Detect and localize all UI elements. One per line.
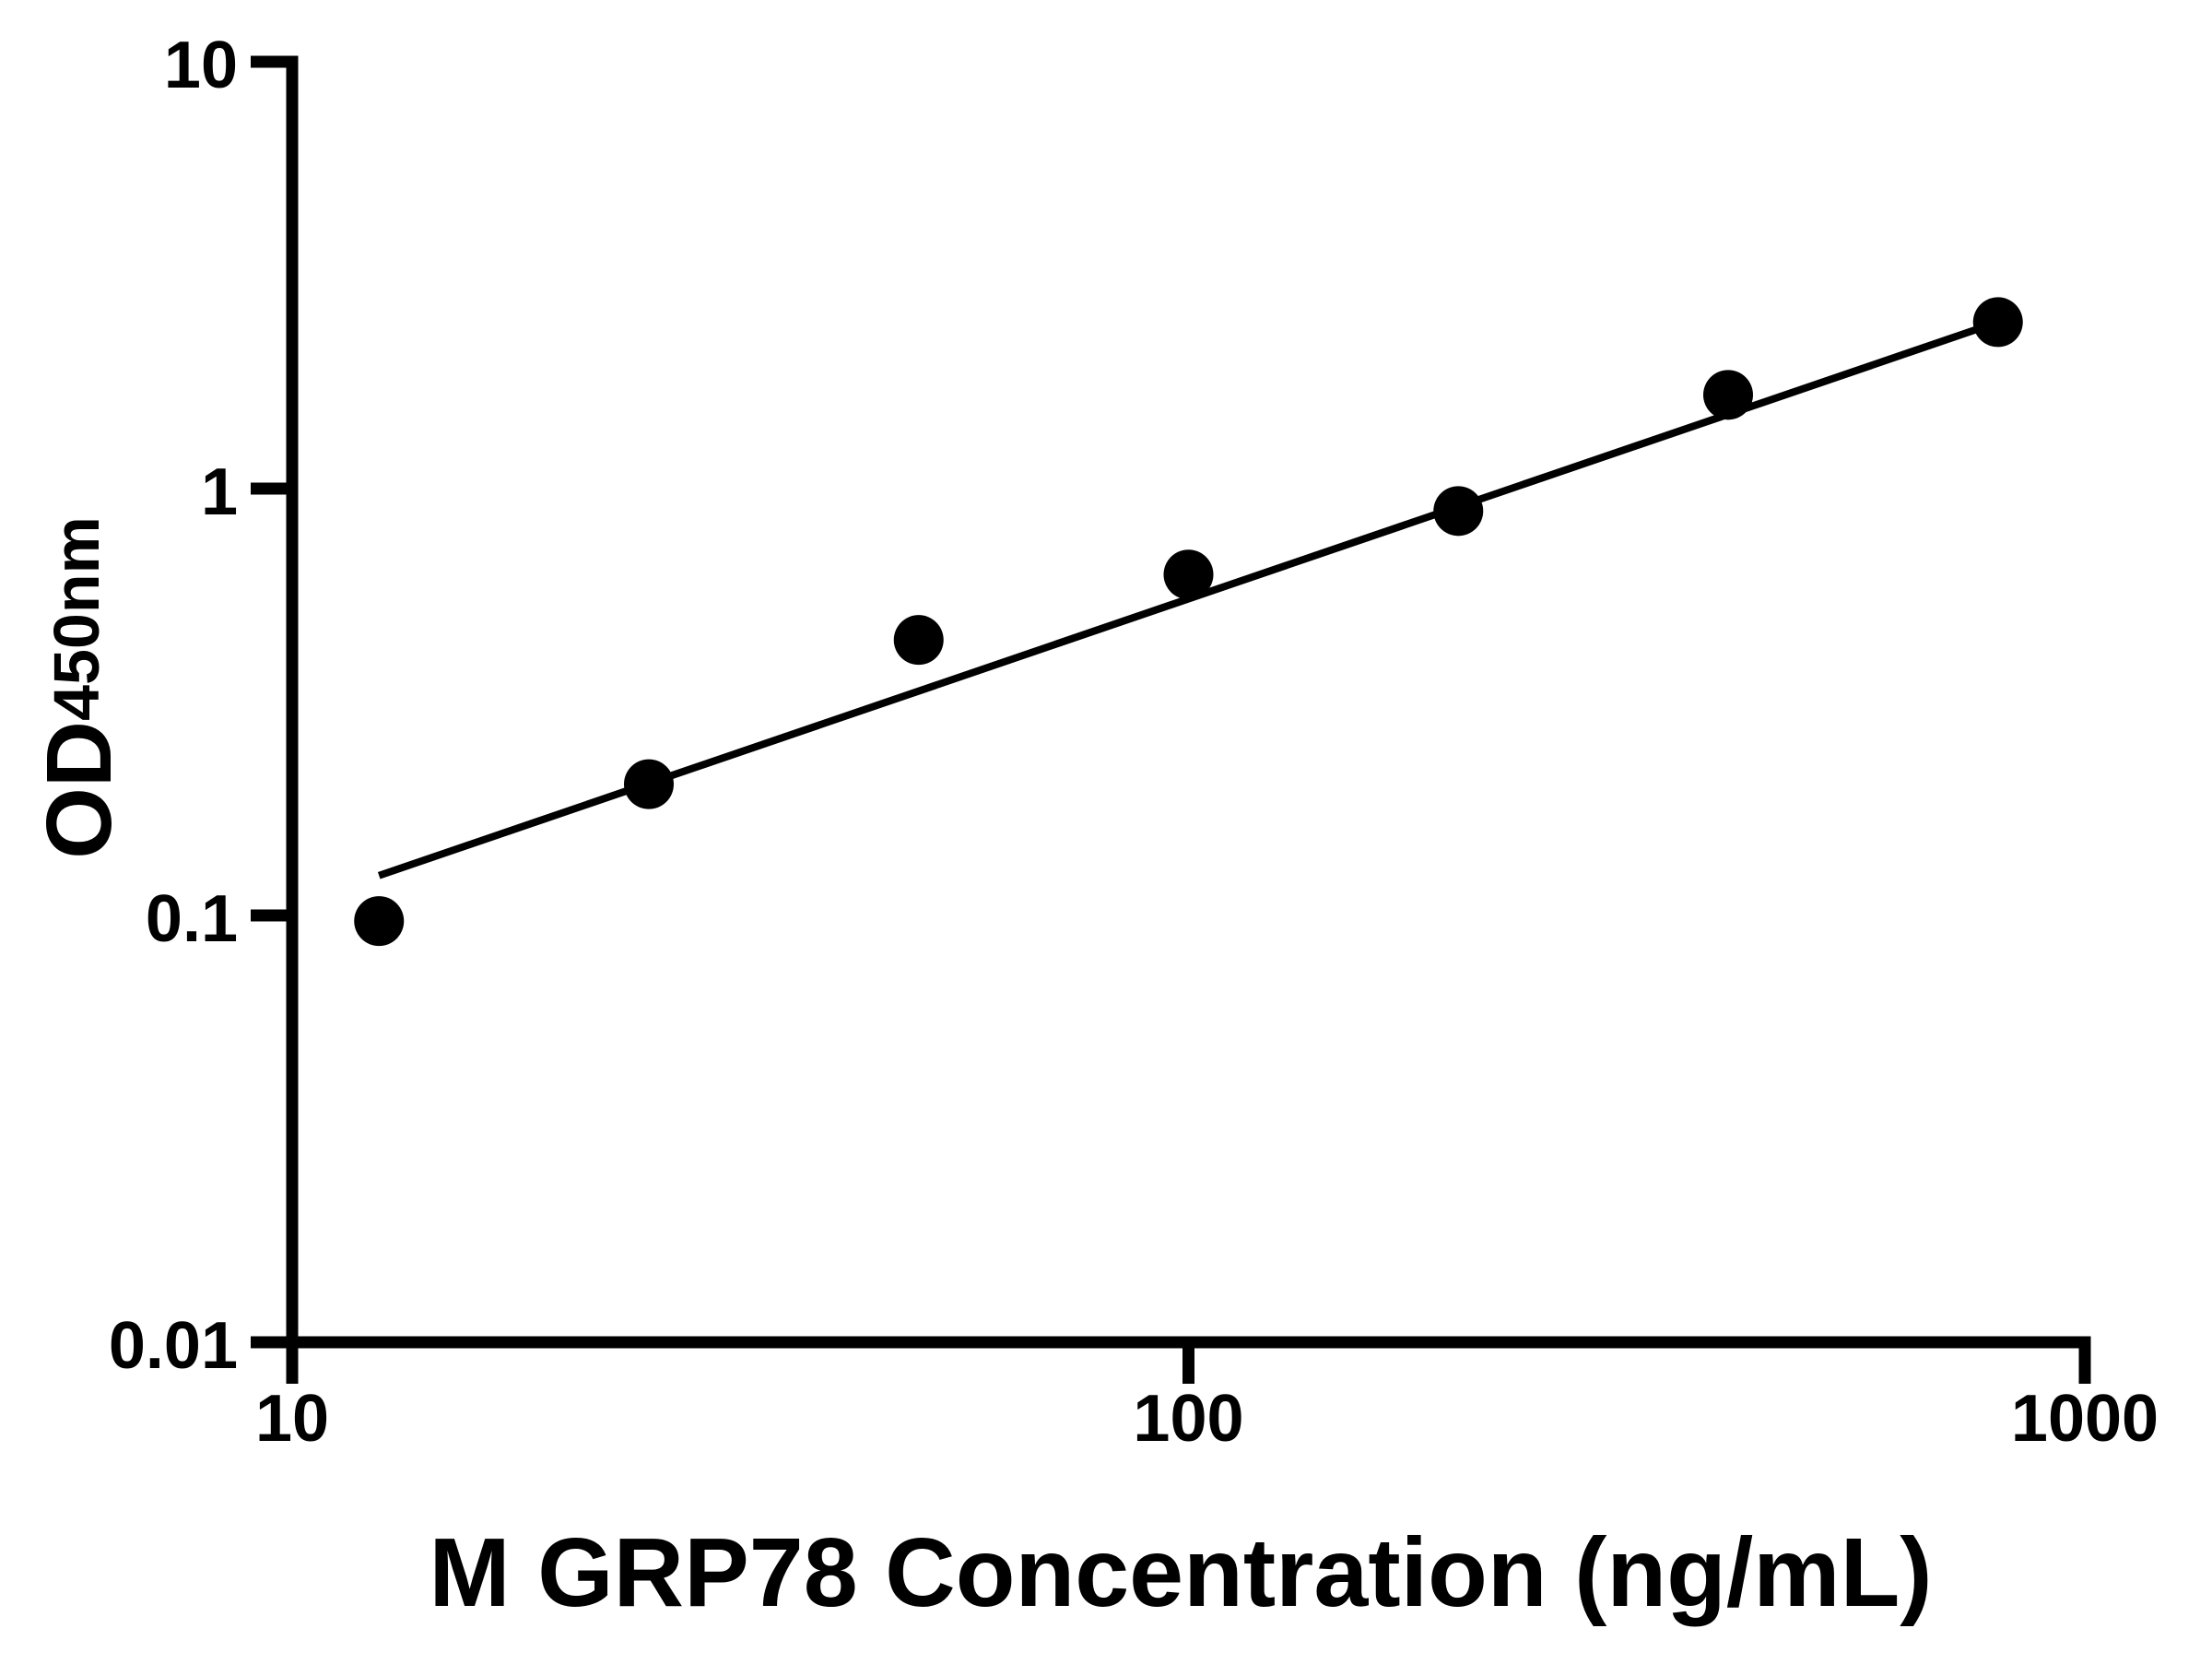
y-tick-label: 1 [201, 455, 238, 529]
data-point [354, 896, 405, 947]
x-tick-label: 1000 [2011, 1382, 2159, 1456]
y-axis-title: OD450nm [28, 516, 131, 859]
data-point [1972, 297, 2023, 348]
x-axis-title: M GRP78 Concentration (ng/mL) [429, 1518, 1932, 1627]
data-point [1163, 549, 1214, 600]
y-tick-label: 0.1 [146, 882, 238, 956]
y-tick-label: 0.01 [109, 1309, 238, 1383]
data-point [893, 615, 944, 666]
y-tick-label: 10 [164, 29, 238, 102]
x-tick-label: 100 [1133, 1382, 1243, 1456]
data-point [1433, 486, 1484, 537]
data-point [623, 759, 674, 809]
y-axis-title-sub: 450nm [41, 516, 112, 721]
x-tick-label: 10 [255, 1382, 329, 1456]
data-point [1703, 370, 1754, 420]
y-axis-title-main: OD [28, 721, 131, 859]
